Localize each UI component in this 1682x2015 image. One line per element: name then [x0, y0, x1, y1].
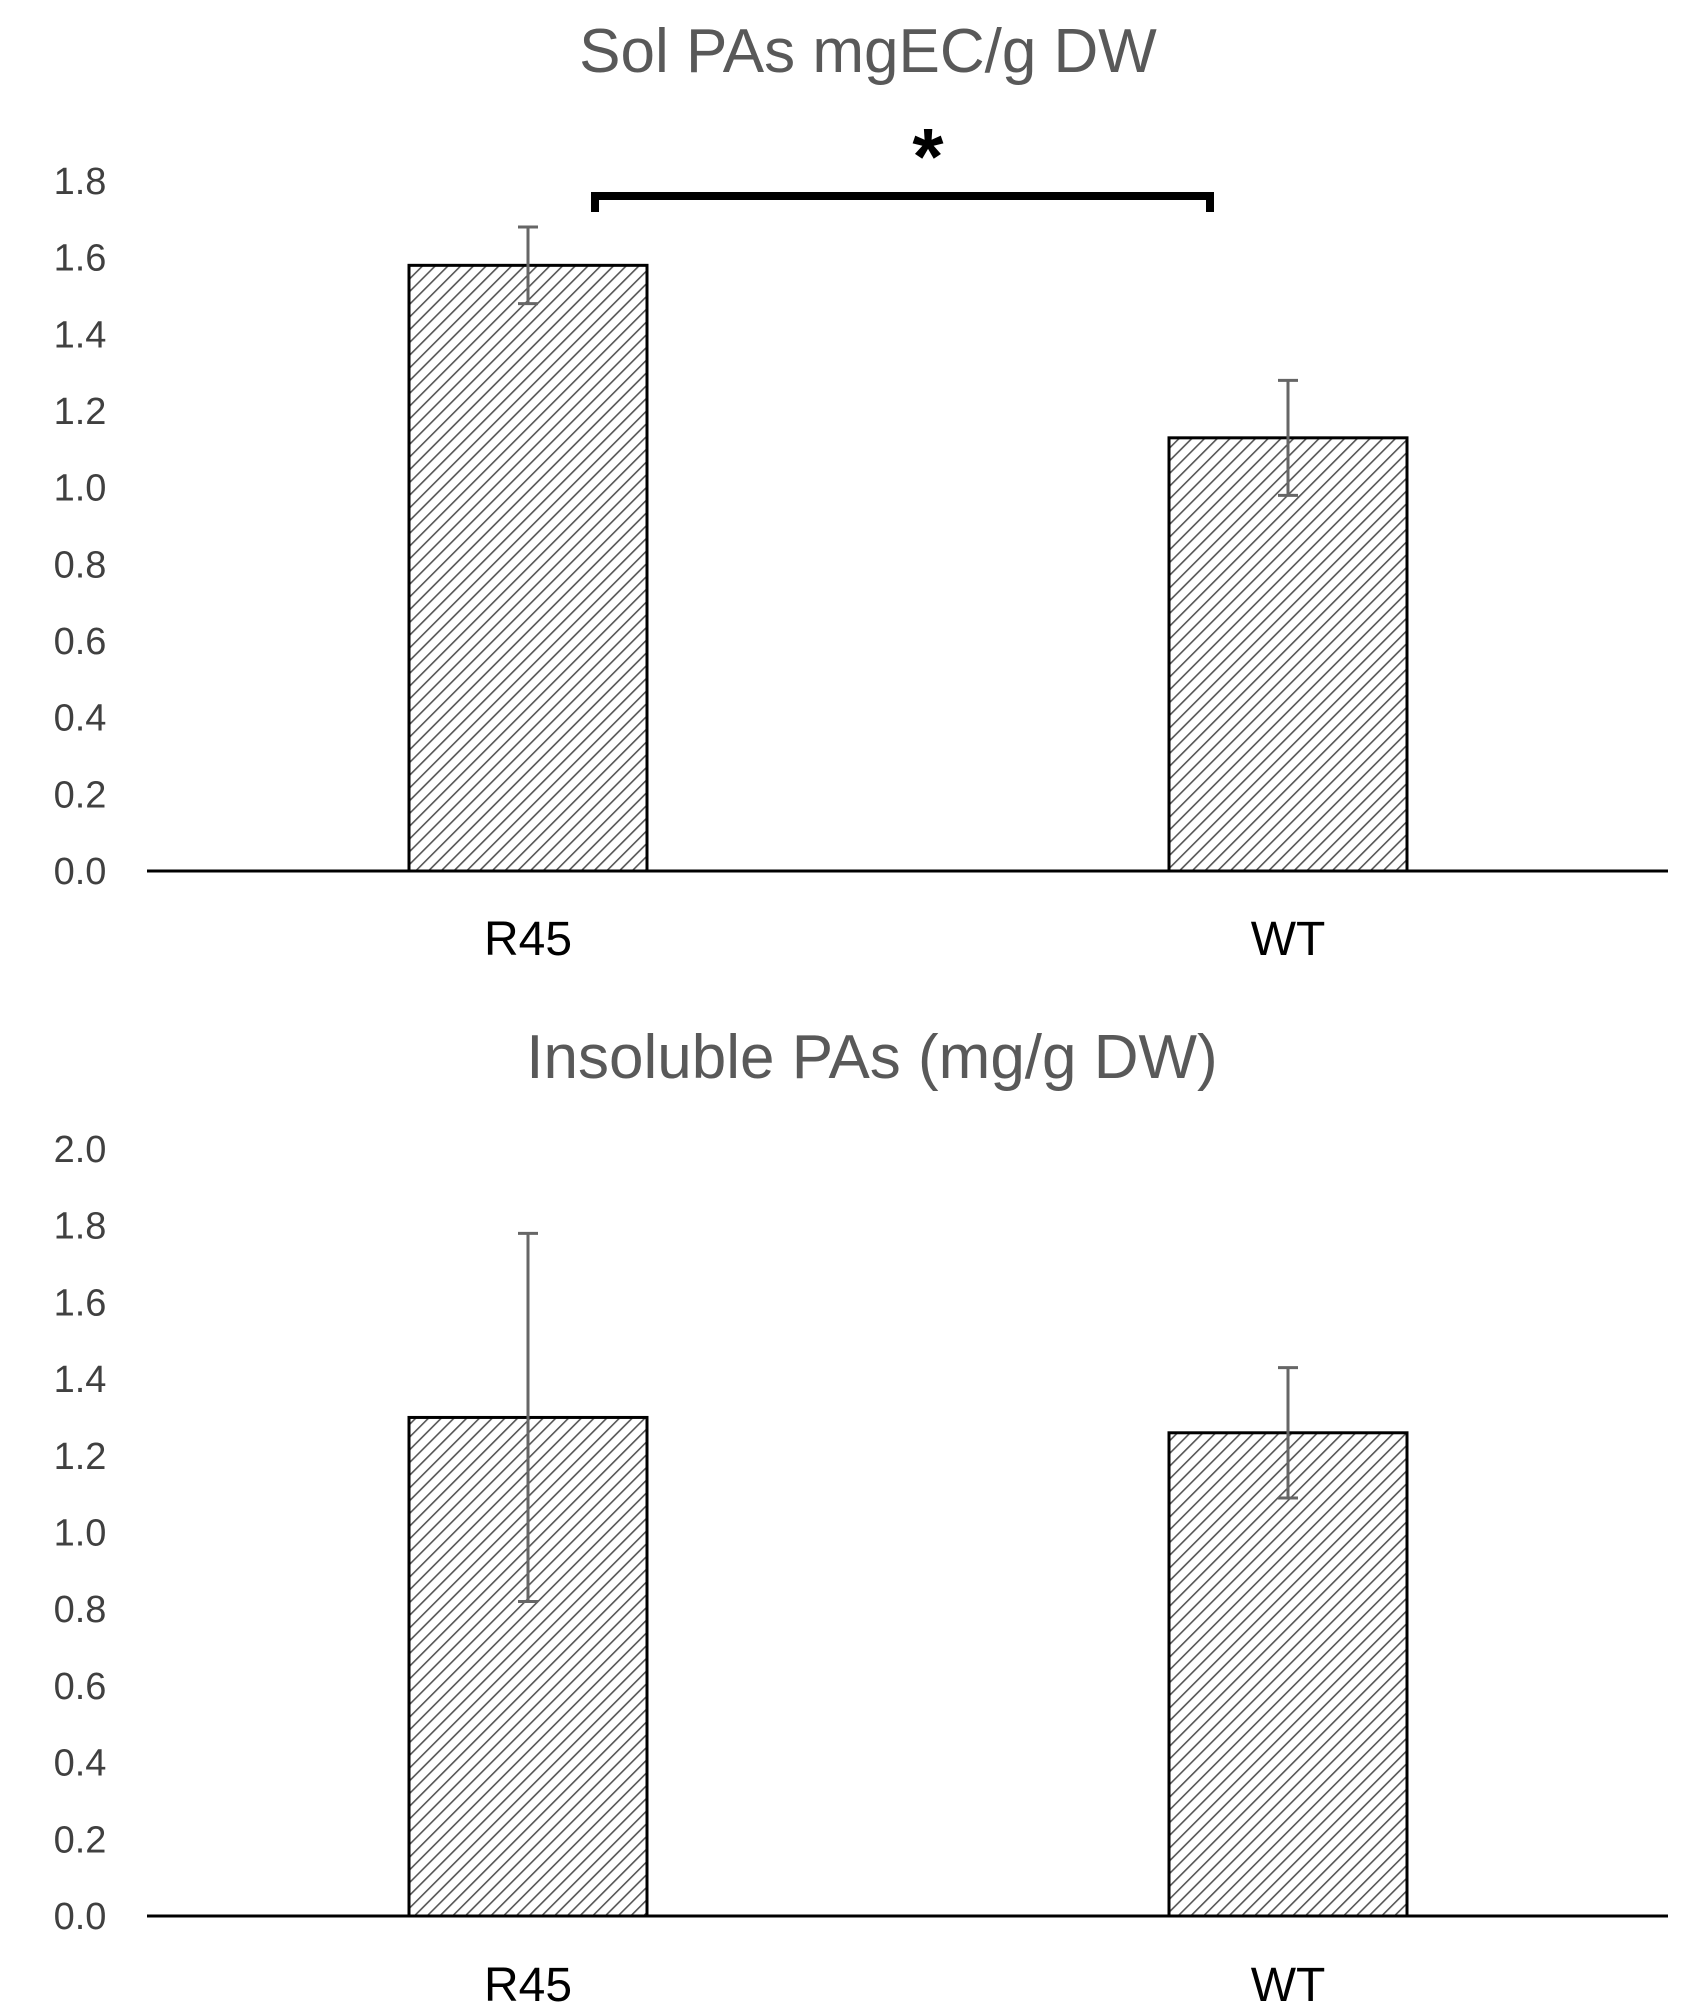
significance-marker: * [912, 112, 944, 201]
y-tick-label: 1.0 [54, 468, 107, 510]
y-tick-label: 1.0 [54, 1513, 107, 1555]
x-category-label: WT [1251, 913, 1326, 966]
bar-r45 [407, 263, 649, 873]
chart-title: Insoluble PAs (mg/g DW) [526, 1023, 1217, 1092]
insoluble-pas-chart: Insoluble PAs (mg/g DW) 0.0 0.2 0.4 0.6 0.8 1… [54, 1023, 1668, 2012]
y-tick-label: 1.6 [54, 1282, 107, 1324]
soluble-pas-chart: Sol PAs mgEC/g DW 0.0 0.2 0.4 0.6 0.8 1.0 1.2 1… [54, 17, 1668, 966]
y-tick-label: 1.4 [54, 314, 107, 356]
chart-title: Sol PAs mgEC/g DW [579, 17, 1157, 86]
y-tick-label: 1.6 [54, 238, 107, 280]
y-tick-label: 1.2 [54, 391, 107, 433]
y-tick-label: 0.2 [54, 774, 107, 816]
y-tick-label: 1.8 [54, 1206, 107, 1248]
bar-wt [1167, 436, 1409, 873]
y-tick-label: 1.2 [54, 1436, 107, 1478]
error-bar-wt [1278, 1366, 1298, 1500]
error-bar-wt [1278, 378, 1298, 497]
y-tick-label: 0.8 [54, 1589, 107, 1631]
y-tick-label: 0.0 [54, 1896, 107, 1938]
y-tick-label: 0.4 [54, 698, 107, 740]
x-category-label: WT [1251, 1959, 1326, 2012]
bar-wt [1167, 1431, 1409, 1918]
y-tick-label: 0.6 [54, 621, 107, 663]
y-tick-label: 1.8 [54, 161, 107, 203]
y-tick-label: 0.8 [54, 544, 107, 586]
y-tick-label: 0.4 [54, 1743, 107, 1785]
y-tick-label: 2.0 [54, 1129, 107, 1171]
y-tick-label: 0.0 [54, 851, 107, 893]
error-bar-r45 [518, 225, 538, 306]
y-tick-label: 1.4 [54, 1359, 107, 1401]
y-tick-label: 0.2 [54, 1819, 107, 1861]
x-category-label: R45 [484, 1959, 572, 2012]
significance-bracket: * [591, 112, 1214, 212]
x-category-label: R45 [484, 913, 572, 966]
y-tick-label: 0.6 [54, 1666, 107, 1708]
error-bar-r45 [518, 1231, 538, 1604]
